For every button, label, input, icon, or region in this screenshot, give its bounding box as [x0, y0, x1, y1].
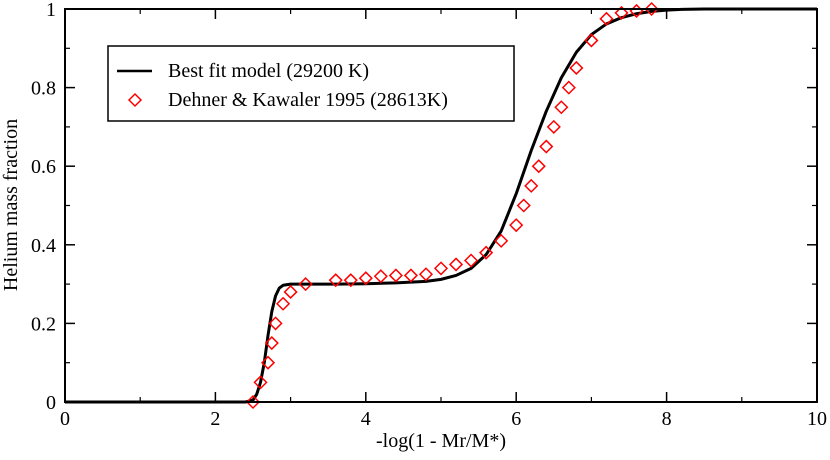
data-point-diamond — [524, 178, 539, 193]
legend-box — [107, 45, 515, 122]
legend-label-best-fit: Best fit model (29200 K) — [168, 60, 369, 82]
y-axis-label: Helium mass fraction — [0, 119, 22, 291]
x-tick-label: 4 — [361, 408, 371, 430]
data-point-diamond — [373, 269, 388, 284]
data-point-diamond — [614, 5, 629, 20]
legend: Best fit model (29200 K) Dehner & Kawale… — [107, 45, 515, 122]
data-point-diamond — [328, 273, 343, 288]
x-axis-label: -log(1 - Mr/M*) — [376, 430, 506, 452]
x-tick-label: 6 — [511, 408, 521, 430]
x-tick-label: 2 — [210, 408, 220, 430]
axes: 0 2 4 6 8 10 0 0.2 0.4 0.6 0.8 1 — [31, 0, 827, 430]
x-tick-label: 10 — [807, 408, 827, 430]
y-tick-label: 0.6 — [31, 156, 56, 178]
data-point-diamond — [433, 261, 449, 276]
data-point-diamond — [509, 218, 524, 233]
y-tick-label: 0.8 — [31, 78, 56, 100]
y-tick-label: 0.2 — [31, 313, 56, 335]
data-point-diamond — [584, 33, 599, 48]
data-point-diamond — [253, 375, 268, 390]
data-point-diamond — [599, 11, 614, 26]
data-point-diamond — [479, 245, 494, 260]
legend-diamond-marker — [127, 92, 143, 108]
data-point-diamond — [569, 60, 584, 76]
data-point-diamond — [403, 268, 418, 283]
data-point-diamond — [245, 394, 261, 410]
data-point-diamond — [268, 316, 283, 331]
legend-label-dehner-kawaler: Dehner & Kawaler 1995 (28613K) — [168, 89, 448, 111]
y-tick-label: 1 — [46, 0, 56, 21]
data-point-diamond — [494, 233, 509, 248]
data-point-diamond — [644, 1, 659, 17]
data-point-diamond — [546, 119, 561, 134]
data-point-diamond — [343, 273, 358, 288]
data-point-diamond — [260, 355, 276, 370]
series-line-best-fit — [65, 7, 817, 404]
plot-area — [65, 1, 817, 410]
data-point-diamond — [554, 100, 569, 115]
x-tick-label: 0 — [60, 408, 70, 430]
data-point-diamond — [516, 198, 531, 213]
data-point-diamond — [276, 296, 291, 311]
data-point-diamond — [283, 284, 298, 300]
data-point-diamond — [298, 277, 313, 292]
x-tick-label: 8 — [662, 408, 672, 430]
y-tick-label: 0.4 — [31, 235, 56, 257]
data-point-diamond — [561, 80, 576, 95]
y-tick-label: 0 — [46, 392, 56, 414]
data-point-diamond — [448, 257, 464, 272]
data-point-diamond — [464, 253, 479, 268]
data-point-diamond — [418, 267, 434, 282]
data-point-diamond — [531, 159, 546, 174]
data-point-diamond — [388, 268, 403, 283]
data-point-diamond — [539, 139, 554, 154]
data-point-diamond — [264, 335, 279, 351]
data-point-diamond — [358, 271, 373, 286]
